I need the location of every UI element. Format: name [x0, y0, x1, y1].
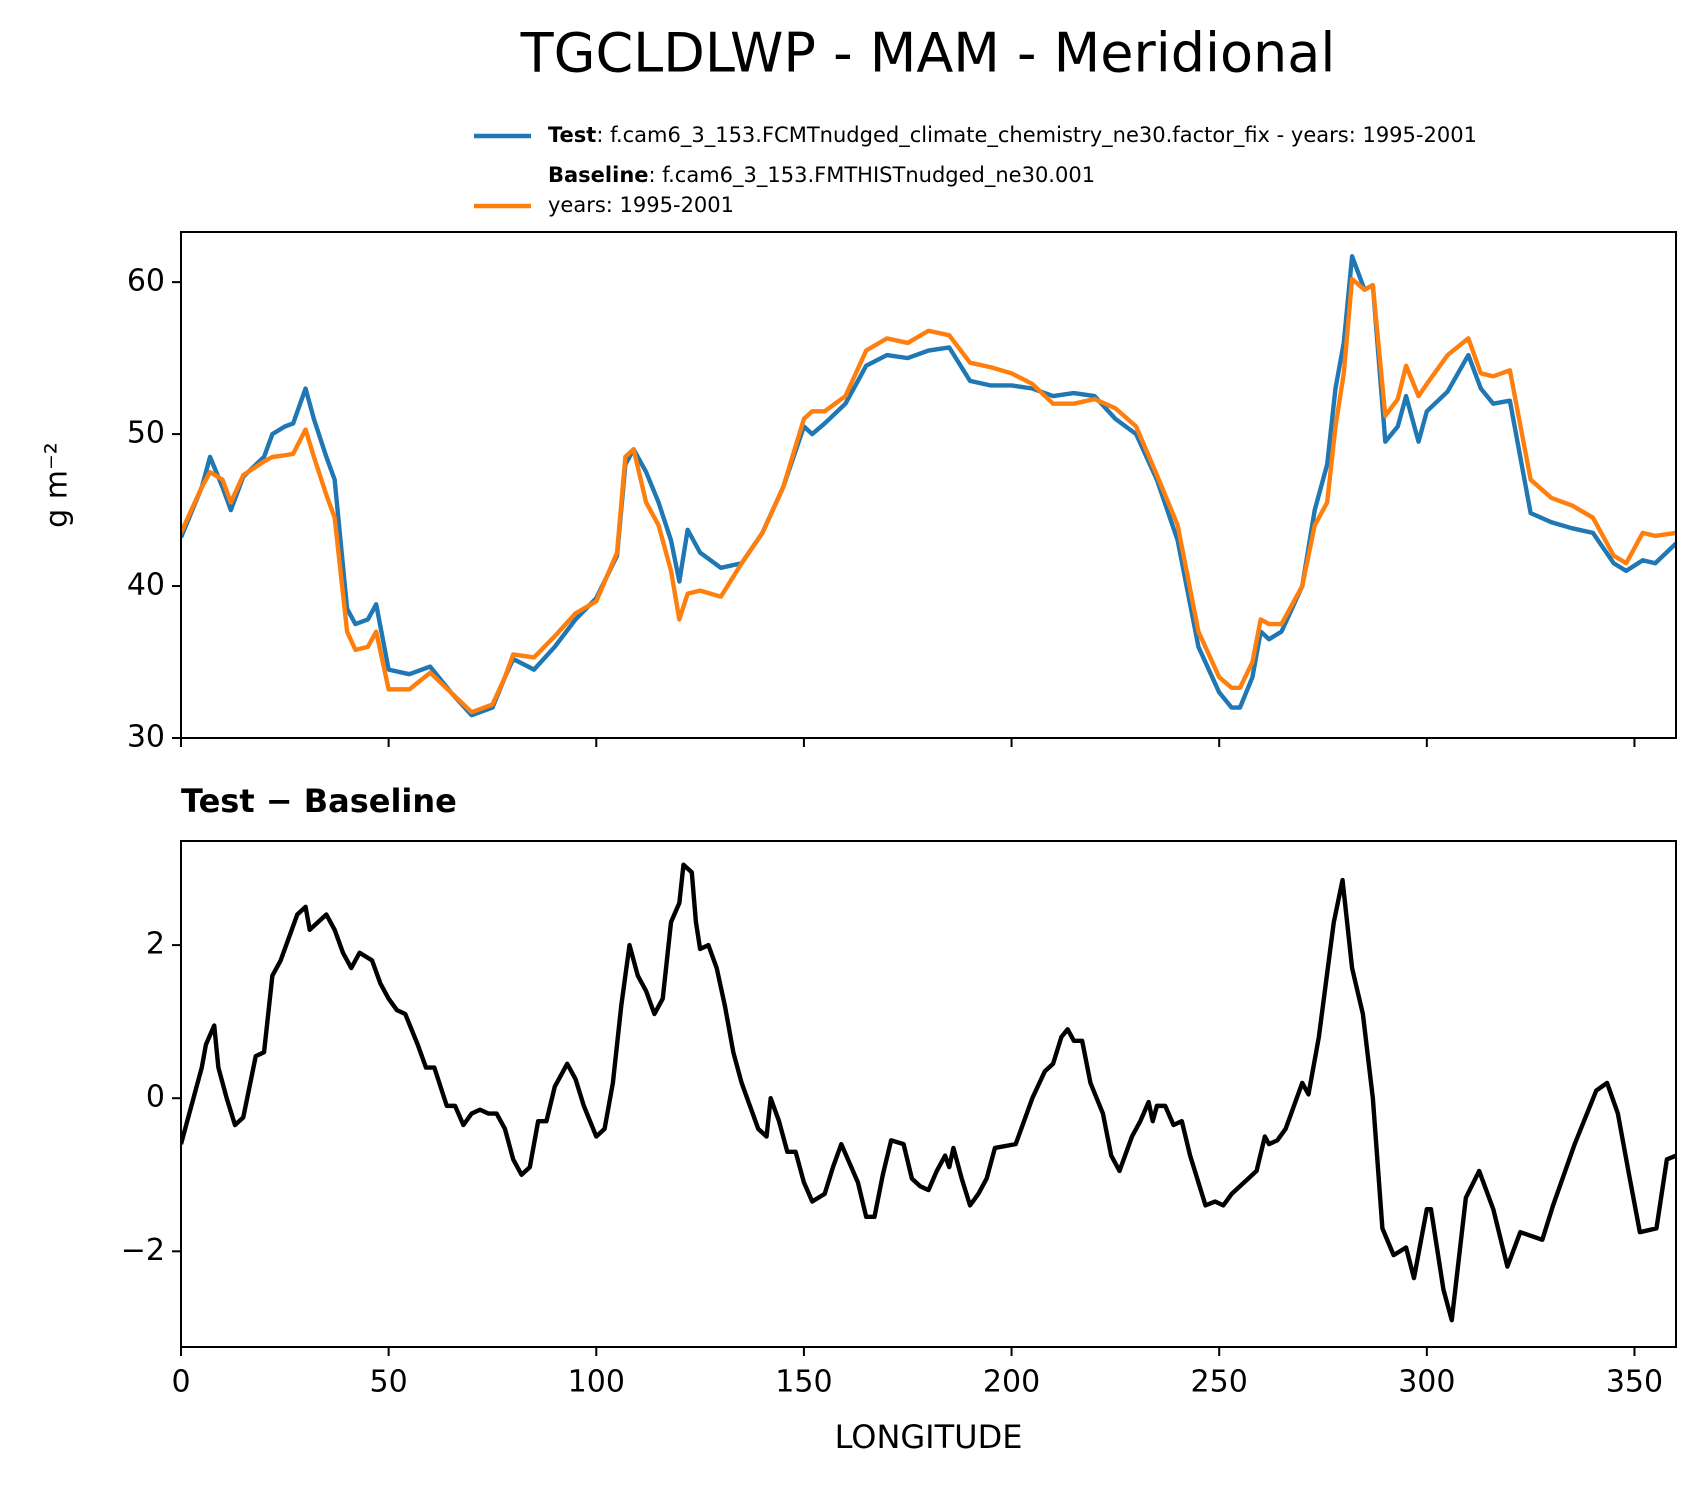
x-tick-label: 50: [370, 1365, 408, 1400]
panel-title: Test − Baseline: [181, 782, 457, 820]
legend-detail: : f.cam6_3_153.FMTHISTnudged_ne30.001: [649, 163, 1096, 188]
x-axis-label: LONGITUDE: [835, 1418, 1023, 1456]
y-tick-label: 2: [146, 927, 165, 962]
series-line: [181, 862, 1676, 1323]
legend-entry: Baseline: f.cam6_3_153.FMTHISTnudged_ne3…: [548, 163, 1095, 188]
x-tick-label: 250: [1191, 1365, 1248, 1400]
x-tick-label: 300: [1398, 1365, 1455, 1400]
y-tick-label: 30: [127, 720, 165, 755]
y-tick-label: 40: [127, 568, 165, 603]
legend-entry: Test: f.cam6_3_153.FCMTnudged_climate_ch…: [548, 123, 1477, 148]
x-tick-label: 350: [1606, 1365, 1663, 1400]
x-tick-label: 200: [983, 1365, 1040, 1400]
x-tick-label: 100: [568, 1365, 625, 1400]
series-line: [181, 254, 1676, 718]
y-tick-label: 50: [127, 416, 165, 451]
legend-detail: years: 1995-2001: [548, 193, 734, 217]
y-tick-label: 0: [146, 1080, 165, 1115]
x-tick-label: 150: [775, 1365, 832, 1400]
legend-name: Test: [548, 123, 596, 147]
plot-frame: [180, 231, 1677, 739]
y-axis-label: g m⁻²: [40, 442, 75, 528]
legend-entry: years: 1995-2001: [548, 193, 734, 217]
y-tick-label: −2: [121, 1233, 165, 1268]
legend-detail: : f.cam6_3_153.FCMTnudged_climate_chemis…: [596, 123, 1477, 148]
series-line: [181, 276, 1676, 715]
figure-title: TGCLDLWP - MAM - Meridional: [520, 22, 1336, 85]
x-tick-label: 0: [171, 1365, 190, 1400]
y-tick-label: 60: [127, 264, 165, 299]
plot-frame: [180, 840, 1677, 1348]
legend-name: Baseline: [548, 163, 649, 187]
